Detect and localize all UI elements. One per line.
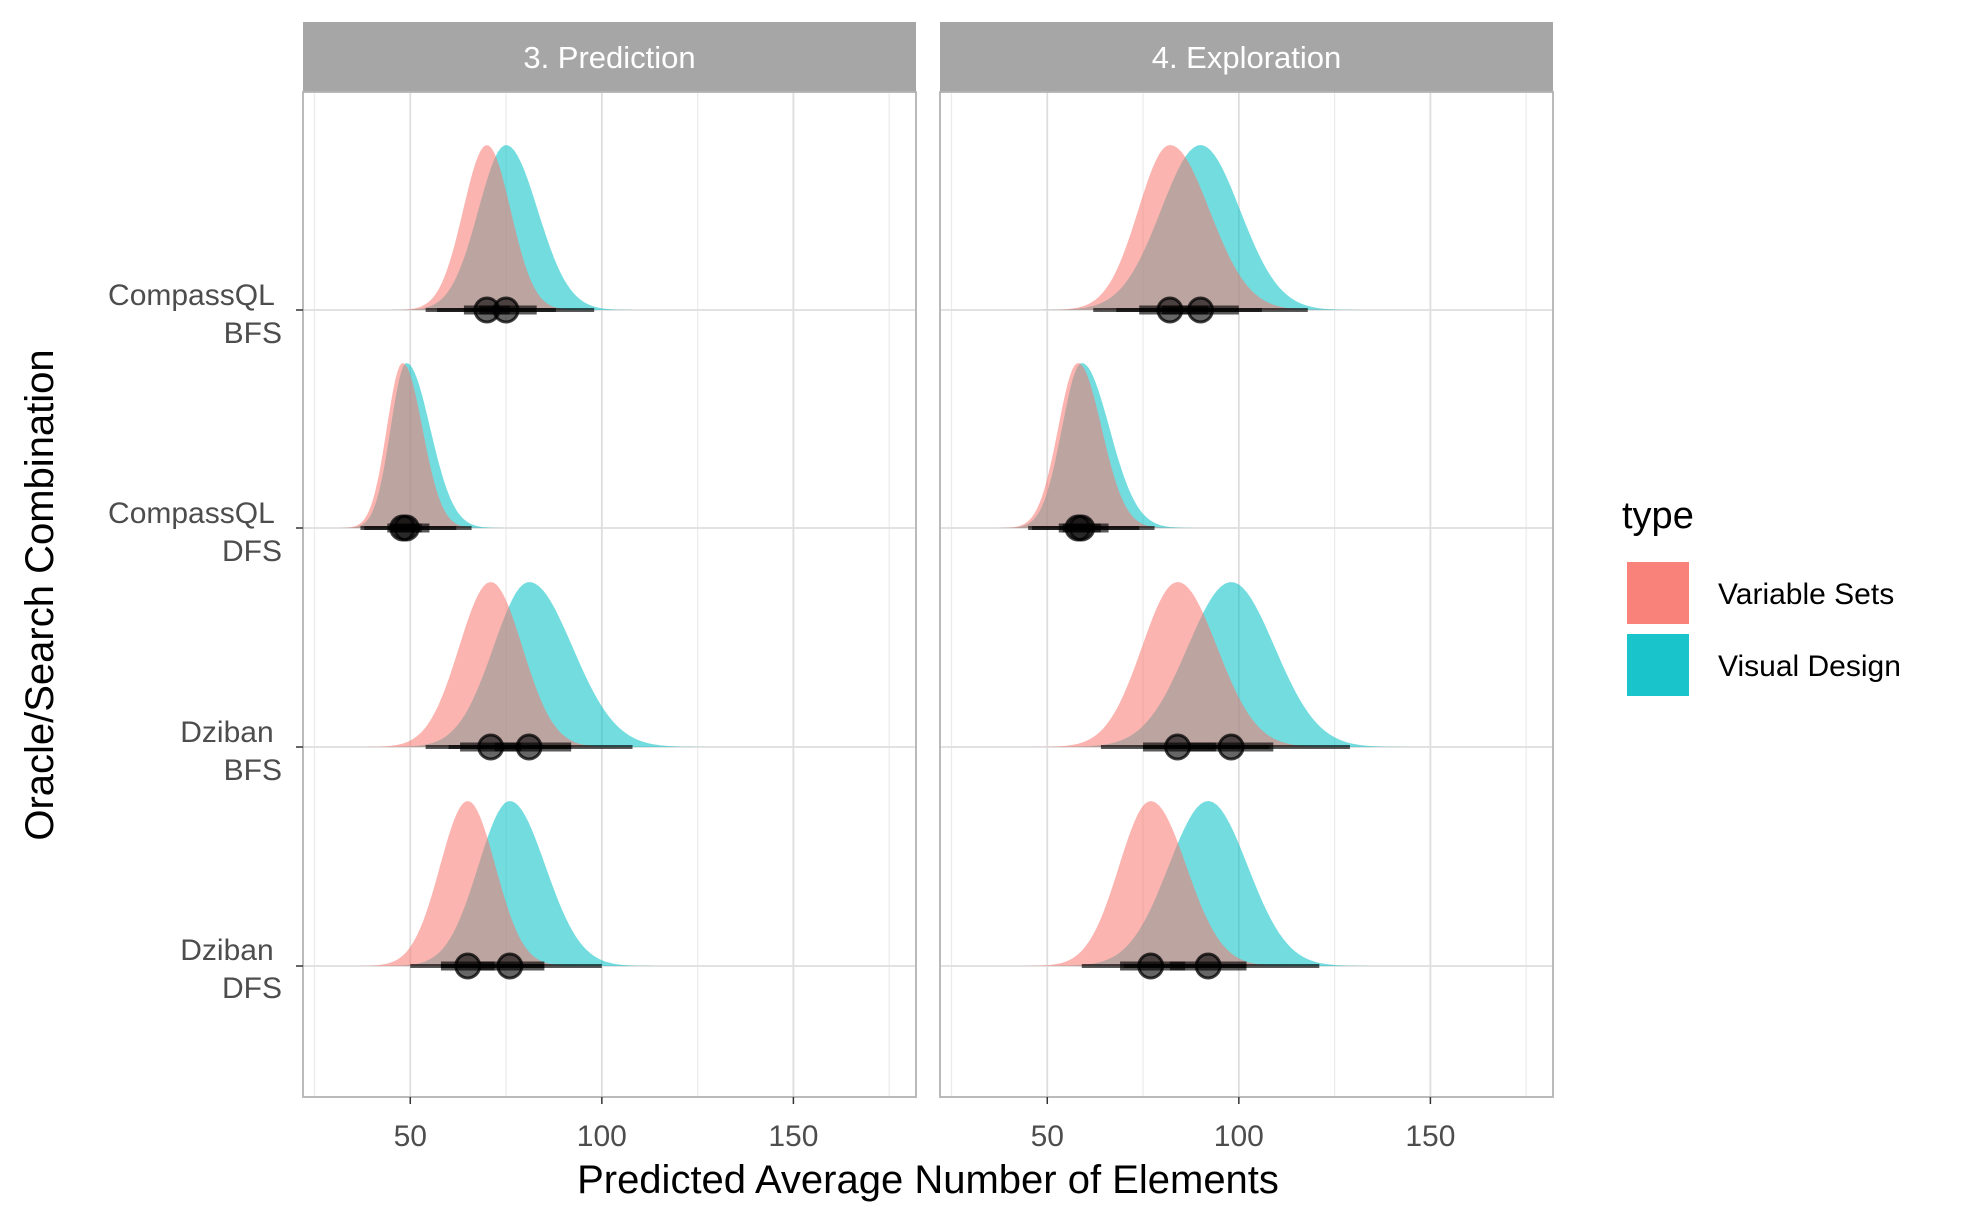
median-point — [496, 952, 524, 980]
x-tick-label: 50 — [394, 1120, 427, 1153]
median-point — [515, 733, 543, 761]
facet-exploration: 4. Exploration 50 100 150 — [939, 22, 1554, 1153]
median-point — [392, 514, 420, 542]
legend-key-visual-design — [1627, 634, 1689, 696]
density-visual-design — [376, 582, 726, 747]
panel-background — [303, 92, 916, 1097]
x-axis-title: Predicted Average Number of Elements — [577, 1158, 1279, 1202]
panel-border — [939, 91, 1554, 1098]
x-tick-label: 150 — [1405, 1120, 1455, 1153]
median-point — [1068, 514, 1096, 542]
density-variable-sets — [322, 363, 505, 528]
density-variable-sets — [1024, 145, 1345, 310]
row-label-compassql-bfs: CompassQL BFS — [108, 279, 282, 350]
row-label-line1: CompassQL — [108, 279, 274, 312]
facet-prediction: 3. Prediction 50 100 150 — [302, 22, 917, 1153]
panel-border — [302, 91, 917, 1098]
row-label-compassql-dfs: CompassQL DFS — [108, 497, 282, 568]
x-tick-label: 100 — [577, 1120, 627, 1153]
density-variable-sets — [358, 801, 614, 966]
density-variable-sets — [983, 363, 1195, 528]
median-point — [1194, 952, 1222, 980]
panel-exploration: 50 100 150 — [939, 91, 1554, 1153]
legend-label-visual-design: Visual Design — [1718, 650, 1901, 683]
row-label-dziban-bfs: Dziban BFS — [180, 716, 282, 787]
row-label-line1: Dziban — [180, 934, 273, 967]
strip-title-prediction: 3. Prediction — [523, 40, 695, 75]
y-axis-title: Oracle/Search Combination — [18, 349, 62, 840]
median-point — [1217, 733, 1245, 761]
row-label-line2: BFS — [224, 317, 282, 350]
strip-title-exploration: 4. Exploration — [1152, 40, 1342, 75]
legend-title: type — [1622, 495, 1694, 537]
row-label-line2: DFS — [222, 535, 282, 568]
row-label-line2: DFS — [222, 972, 282, 1005]
strip-background-exploration — [940, 22, 1553, 92]
x-tick-label: 100 — [1214, 1120, 1264, 1153]
density-visual-design — [378, 801, 685, 966]
density-variable-sets — [1019, 801, 1333, 966]
density-variable-sets — [1032, 582, 1353, 747]
density-variable-sets — [370, 145, 618, 310]
row-label-line1: Dziban — [180, 716, 273, 749]
median-point — [492, 296, 520, 324]
density-visual-design — [1048, 801, 1420, 966]
row-label-line1: CompassQL — [108, 497, 274, 530]
legend: type Variable Sets Visual Design — [1622, 495, 1901, 696]
x-tick-label: 50 — [1031, 1120, 1064, 1153]
panel-prediction: 50 100 150 — [302, 91, 917, 1153]
density-variable-sets — [367, 582, 644, 747]
density-visual-design — [326, 363, 531, 528]
x-tick-label: 150 — [768, 1120, 818, 1153]
y-axis-labels: CompassQL BFS CompassQL DFS Dziban BFS D… — [108, 279, 303, 1005]
legend-label-variable-sets: Variable Sets — [1718, 578, 1894, 611]
density-visual-design — [1040, 145, 1405, 310]
median-point — [1187, 296, 1215, 324]
row-label-line2: BFS — [224, 754, 282, 787]
strip-background-prediction — [303, 22, 916, 92]
legend-key-variable-sets — [1627, 562, 1689, 624]
density-visual-design — [375, 145, 674, 310]
row-label-dziban-dfs: Dziban DFS — [180, 934, 282, 1005]
